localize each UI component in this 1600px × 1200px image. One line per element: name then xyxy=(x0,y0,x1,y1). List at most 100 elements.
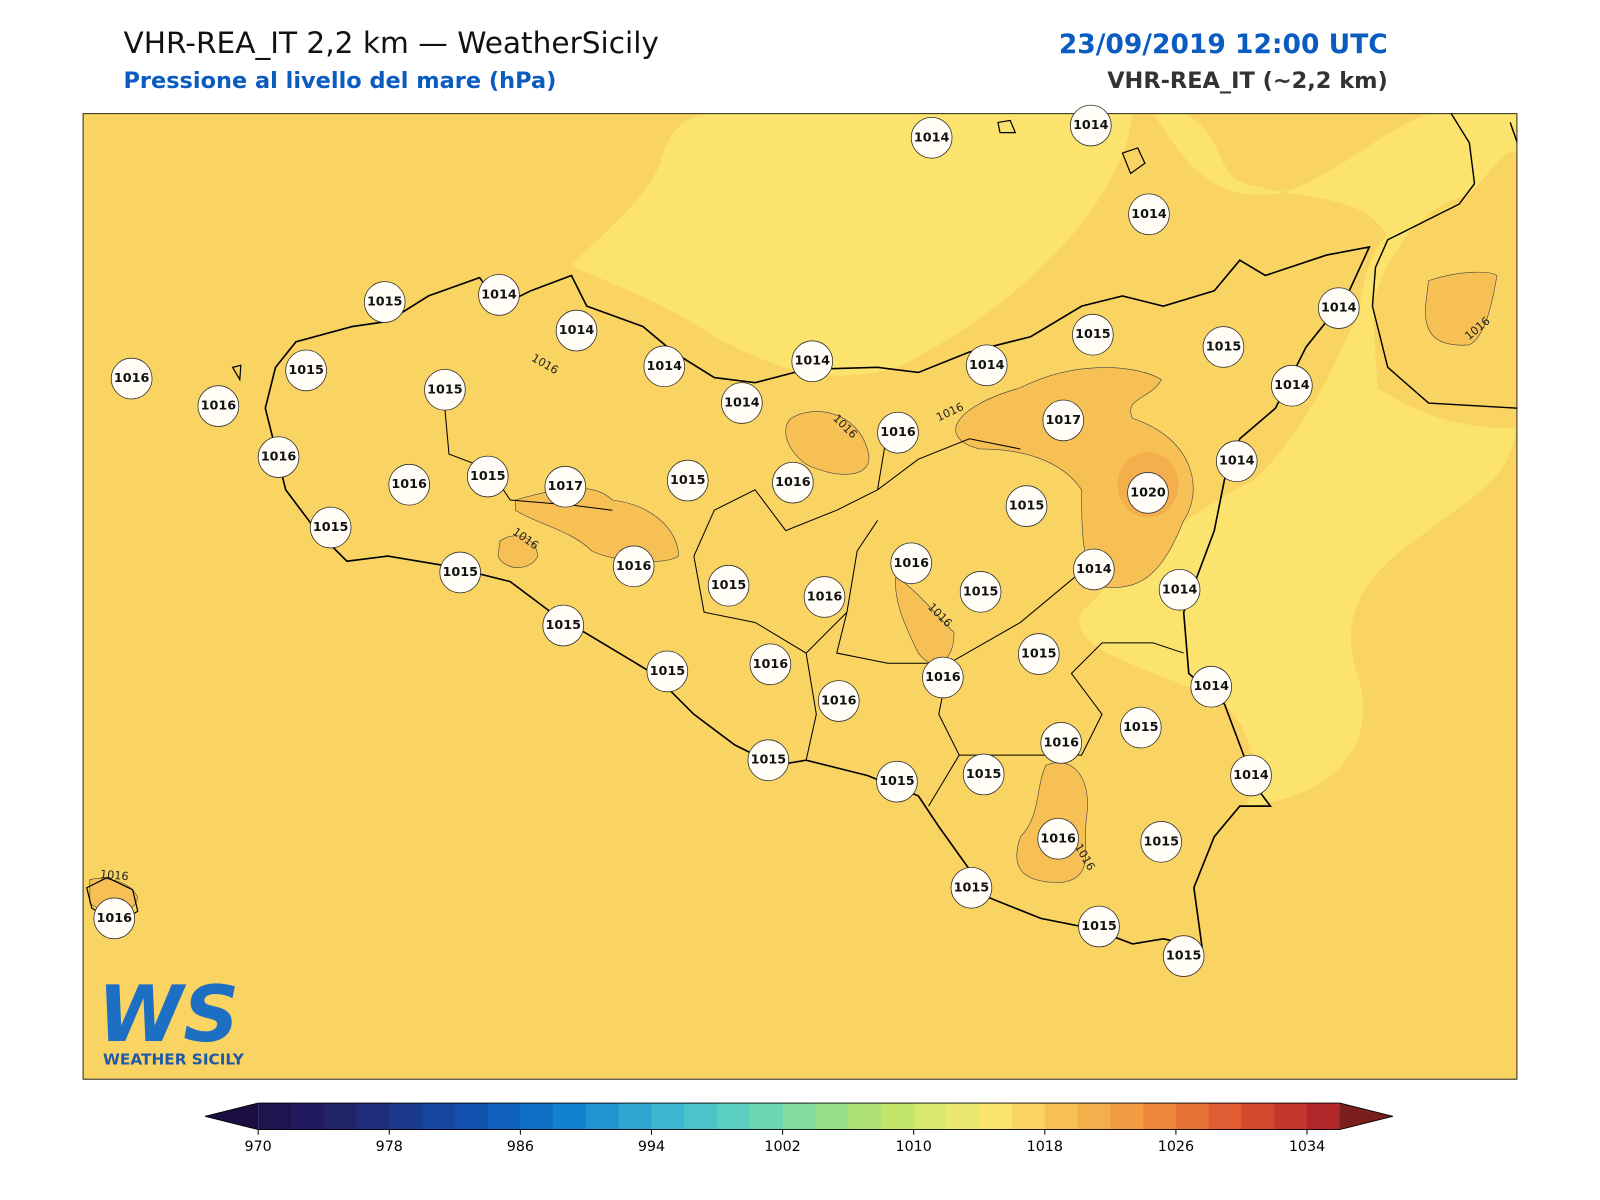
station: 1014 xyxy=(721,382,763,424)
station-marker xyxy=(1073,548,1115,591)
station-marker xyxy=(309,506,352,549)
colorbar-box xyxy=(1044,1103,1079,1130)
station-marker xyxy=(257,436,300,478)
station-value: 1015 xyxy=(442,565,478,580)
station: 1015 xyxy=(666,459,709,502)
station: 1015 xyxy=(1005,485,1048,527)
station-marker xyxy=(772,461,814,504)
contour-label: 1016 xyxy=(99,868,129,883)
station-marker xyxy=(643,345,686,388)
station-value: 1015 xyxy=(954,880,990,895)
station-value: 1016 xyxy=(807,589,843,604)
station-value: 1015 xyxy=(650,664,686,679)
high-area xyxy=(785,411,870,475)
station: 1016 xyxy=(890,542,933,585)
station-marker xyxy=(388,463,430,506)
colorbar-box xyxy=(880,1103,915,1130)
high-pressure-area xyxy=(955,367,1194,588)
station-value: 1015 xyxy=(470,469,506,484)
station: 1014 xyxy=(1271,364,1313,407)
station-marker xyxy=(1070,104,1112,147)
colorbar-tick-label: 1002 xyxy=(764,1139,800,1155)
station: 1016 xyxy=(772,461,814,504)
station-value: 1014 xyxy=(914,130,950,145)
station-value: 1014 xyxy=(481,287,517,302)
station-value: 1014 xyxy=(647,359,683,374)
station: 1016 xyxy=(93,897,136,940)
station-marker xyxy=(1005,485,1048,527)
colorbar-box xyxy=(815,1103,849,1130)
colorbar-box xyxy=(520,1103,554,1130)
coastline xyxy=(264,245,1371,948)
station-marker xyxy=(1158,568,1201,611)
station: 1014 xyxy=(1073,548,1115,591)
station-value: 1015 xyxy=(963,584,998,599)
station-value: 1015 xyxy=(670,473,706,488)
station: 1020 xyxy=(1127,472,1169,514)
station-value: 1016 xyxy=(821,694,857,709)
station: 1016 xyxy=(257,436,300,478)
station: 1015 xyxy=(1078,905,1120,948)
station: 1015 xyxy=(285,349,327,392)
station-value: 1015 xyxy=(711,578,747,593)
station: 1014 xyxy=(965,344,1008,387)
station-value: 1015 xyxy=(427,382,463,397)
station-value: 1020 xyxy=(1130,485,1166,500)
title: VHR-REA_IT 2,2 km — WeatherSicily xyxy=(123,26,658,60)
colorbar-box xyxy=(290,1103,325,1130)
colorbar-tick-label: 1010 xyxy=(896,1139,932,1155)
station-value: 1015 xyxy=(879,774,914,789)
station: 1015 xyxy=(1140,821,1183,863)
colorbar-box xyxy=(651,1103,685,1130)
colorbar-tick-label: 1018 xyxy=(1027,1139,1063,1155)
station-value: 1015 xyxy=(288,363,324,378)
station-marker xyxy=(876,760,918,803)
station-value: 1016 xyxy=(925,670,961,685)
station-marker xyxy=(721,382,763,424)
station-value: 1014 xyxy=(1233,768,1269,783)
station-marker xyxy=(1072,313,1114,356)
colorbar-box xyxy=(585,1103,620,1130)
station: 1016 xyxy=(922,656,964,699)
low-pressure-area xyxy=(571,113,1518,807)
colorbar-tick-label: 978 xyxy=(376,1139,403,1155)
station: 1016 xyxy=(877,411,919,454)
station-marker xyxy=(959,571,1002,613)
station: 1014 xyxy=(791,340,834,383)
station: 1015 xyxy=(542,604,585,647)
station-value: 1014 xyxy=(1274,378,1310,393)
colorbar-box xyxy=(913,1103,947,1130)
station: 1015 xyxy=(959,571,1002,613)
station-value: 1015 xyxy=(1021,647,1056,662)
station-value: 1015 xyxy=(1123,720,1159,735)
station-marker xyxy=(803,576,846,618)
station-value: 1016 xyxy=(1040,831,1076,846)
colorbar-box xyxy=(389,1103,423,1130)
datetime: 23/09/2019 12:00 UTC xyxy=(1059,29,1388,60)
station-value: 1014 xyxy=(724,396,760,411)
station-marker xyxy=(1215,440,1258,483)
station-marker xyxy=(1078,905,1120,948)
colorbar-box xyxy=(979,1103,1013,1130)
station: 1016 xyxy=(612,545,655,588)
station-marker xyxy=(962,753,1005,796)
station-marker xyxy=(1120,706,1162,749)
station: 1015 xyxy=(1120,706,1162,749)
colorbar-box xyxy=(258,1103,292,1130)
station: 1014 xyxy=(1158,568,1201,611)
station-value: 1015 xyxy=(313,520,349,535)
colorbar-box xyxy=(454,1103,489,1130)
station: 1015 xyxy=(363,281,406,323)
colorbar-tick-label: 970 xyxy=(245,1139,272,1155)
colorbar-box xyxy=(1110,1103,1144,1130)
station-marker xyxy=(1162,935,1205,977)
station-marker xyxy=(1317,287,1360,329)
colorbar-box xyxy=(848,1103,882,1130)
station-marker xyxy=(1042,399,1085,442)
station-marker xyxy=(646,650,689,693)
station-value: 1015 xyxy=(751,753,787,768)
station-marker xyxy=(285,349,327,392)
station: 1015 xyxy=(646,650,689,693)
station-marker xyxy=(478,274,520,316)
colorbar-over xyxy=(1339,1103,1393,1130)
